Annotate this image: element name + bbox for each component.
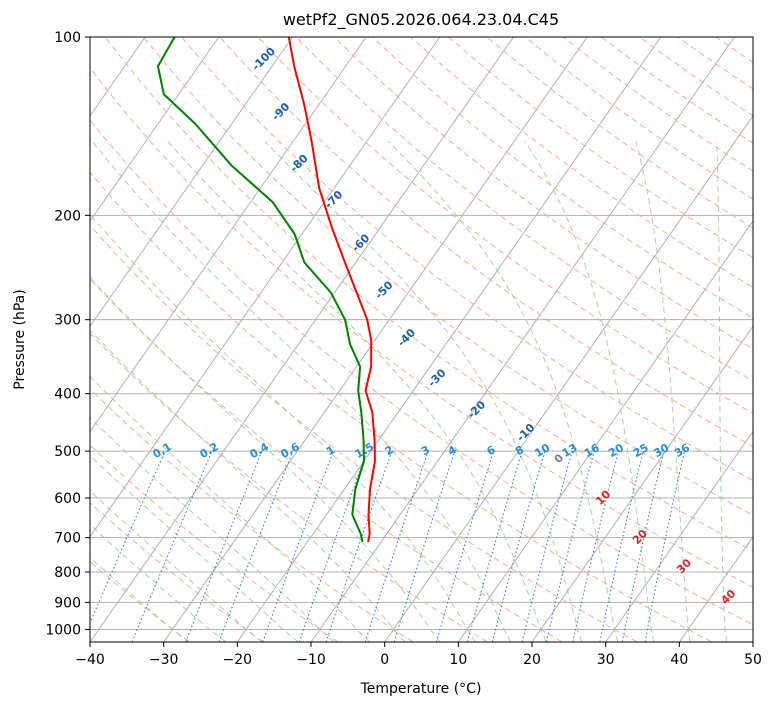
isotherm-line bbox=[457, 220, 753, 642]
dry-adiabat-line bbox=[90, 278, 563, 642]
moist-adiabat-line bbox=[90, 329, 406, 642]
x-tick-label: 10 bbox=[449, 652, 467, 668]
moist-adiabat-line bbox=[90, 454, 299, 642]
x-tick-label: 20 bbox=[523, 652, 541, 668]
x-tick-label: −20 bbox=[223, 652, 253, 668]
dry-adiabat-line bbox=[90, 171, 712, 642]
dry-adiabat-line bbox=[410, 37, 753, 289]
mixing-ratio-line bbox=[572, 450, 620, 642]
chart-title: wetPf2_GN05.2026.064.23.04.C45 bbox=[283, 10, 559, 30]
x-tick-label: −30 bbox=[149, 652, 179, 668]
dry-adiabat-line bbox=[90, 332, 488, 642]
mixing-ratio-line bbox=[364, 450, 429, 642]
mixing-ratio-line bbox=[325, 450, 393, 642]
isotherm-line bbox=[163, 37, 588, 642]
dry-adiabat-line bbox=[104, 37, 753, 552]
dry-adiabat-line bbox=[90, 388, 414, 642]
dry-adiabat-line bbox=[295, 37, 753, 382]
y-tick-label: 100 bbox=[54, 30, 81, 46]
dry-adiabat-line bbox=[90, 119, 753, 626]
dry-adiabat-line bbox=[90, 224, 638, 642]
isotherm-line bbox=[90, 37, 441, 538]
dry-adiabat-line bbox=[257, 37, 753, 414]
y-tick-label: 200 bbox=[54, 208, 81, 224]
temperature-profile-line bbox=[287, 37, 376, 543]
moist-adiabat-line bbox=[167, 140, 547, 642]
dry-adiabat-line bbox=[90, 67, 753, 588]
mixing-ratio-line bbox=[298, 450, 368, 642]
dry-adiabat-line bbox=[143, 37, 753, 516]
moist-adiabat-line bbox=[90, 375, 370, 642]
moist-adiabat-line bbox=[264, 140, 583, 642]
moist-adiabat-line bbox=[90, 276, 441, 642]
y-tick-label: 600 bbox=[54, 491, 81, 507]
x-tick-label: 0 bbox=[380, 652, 389, 668]
mixing-ratio-line bbox=[218, 450, 294, 642]
plot-frame bbox=[89, 36, 754, 643]
mixing-ratio-line bbox=[435, 450, 495, 642]
moist-adiabat-line bbox=[90, 213, 476, 642]
isotherm-line bbox=[310, 37, 735, 642]
moist-adiabat-line bbox=[90, 416, 335, 642]
y-tick-label: 300 bbox=[54, 313, 81, 329]
mixing-ratio-line bbox=[599, 450, 644, 642]
mixing-ratio-line bbox=[521, 450, 573, 642]
y-axis-label: Pressure (hPa) bbox=[12, 289, 28, 389]
mixing-ratio-line bbox=[131, 450, 213, 642]
isotherm-line bbox=[678, 535, 753, 642]
dry-adiabat-line bbox=[90, 502, 264, 642]
mixing-ratio-line bbox=[491, 450, 546, 642]
mixing-ratio-line bbox=[467, 450, 523, 642]
isotherm-line bbox=[384, 114, 753, 642]
isotherm-line bbox=[90, 37, 514, 642]
x-tick-label: −10 bbox=[296, 652, 326, 668]
x-tick-label: −40 bbox=[75, 652, 105, 668]
moist-adiabat-line bbox=[91, 140, 512, 642]
x-tick-label: 30 bbox=[597, 652, 615, 668]
mixing-ratio-line bbox=[185, 450, 263, 642]
moist-adiabat-line bbox=[716, 141, 727, 642]
moist-adiabat-line bbox=[635, 141, 691, 642]
moist-adiabat-line bbox=[388, 140, 619, 642]
y-tick-label: 800 bbox=[54, 565, 81, 581]
isotherm-line bbox=[236, 37, 662, 642]
isotherm-line bbox=[90, 37, 367, 433]
y-tick-label: 400 bbox=[54, 387, 81, 403]
x-tick-label: 50 bbox=[744, 652, 762, 668]
y-tick-label: 500 bbox=[54, 444, 81, 460]
x-tick-label: 40 bbox=[670, 652, 688, 668]
x-axis-label: Temperature (°C) bbox=[360, 681, 482, 697]
dry-adiabat-line bbox=[219, 37, 753, 448]
mixing-ratio-line bbox=[262, 450, 334, 642]
isotherm-line bbox=[531, 325, 753, 642]
mixing-ratio-line bbox=[393, 450, 456, 642]
y-tick-label: 900 bbox=[54, 595, 81, 611]
mixing-ratio-line bbox=[545, 450, 595, 642]
moist-adiabat-line bbox=[524, 141, 655, 642]
isotherm-line bbox=[90, 37, 220, 222]
y-tick-label: 1000 bbox=[45, 622, 81, 638]
isotherm-line bbox=[90, 37, 293, 328]
y-tick-label: 700 bbox=[54, 531, 81, 547]
dewpoint-profile-line bbox=[156, 37, 365, 543]
mixing-ratio-line bbox=[90, 450, 166, 625]
isotherm-line bbox=[605, 430, 753, 642]
